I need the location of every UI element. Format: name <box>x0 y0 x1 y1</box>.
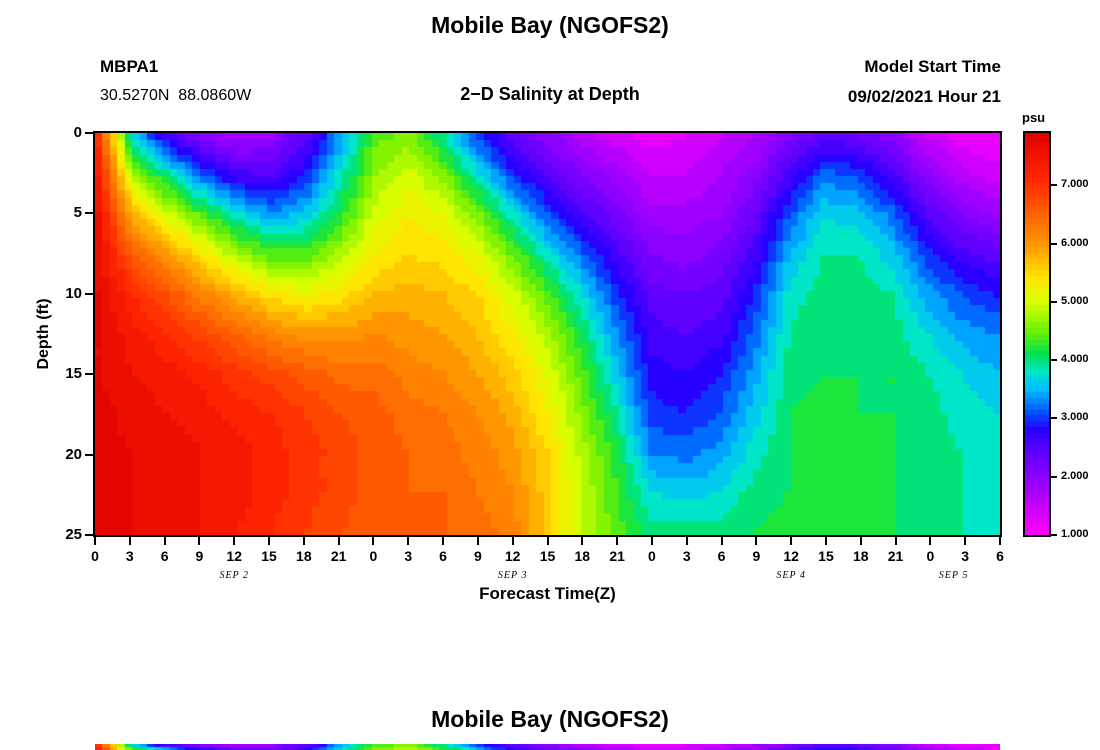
x-tick-mark <box>929 537 932 545</box>
x-tick-label: 12 <box>783 548 799 564</box>
x-tick-label: 3 <box>125 548 134 564</box>
x-tick-mark <box>198 537 201 545</box>
x-tick-label: 9 <box>195 548 204 564</box>
x-tick-mark <box>824 537 827 545</box>
x-tick-label: 6 <box>717 548 726 564</box>
station-coordinates: 30.5270N 88.0860W <box>100 87 252 104</box>
x-tick-label: 21 <box>330 548 347 564</box>
x-tick-label: 9 <box>473 548 482 564</box>
x-tick-mark <box>755 537 758 545</box>
x-tick-label: 0 <box>369 548 378 564</box>
x-tick-mark <box>720 537 723 545</box>
y-tick-label: 5 <box>73 204 82 222</box>
x-tick-mark <box>964 537 967 545</box>
x-tick-label: 6 <box>996 548 1004 564</box>
y-tick-mark <box>85 132 93 134</box>
station-id: MBPA1 <box>100 57 159 76</box>
x-tick-label: 15 <box>261 548 277 564</box>
model-start-time-value: 09/02/2021 Hour 21 <box>847 87 1001 106</box>
next-chart-top-sliver <box>95 744 1000 750</box>
y-axis-label: Depth (ft) <box>35 298 52 370</box>
x-tick-mark <box>163 537 166 545</box>
x-tick-mark <box>616 537 619 545</box>
x-tick-label: 3 <box>961 548 970 564</box>
model-start-time-label: Model Start Time <box>864 57 1001 76</box>
x-tick-label: 3 <box>682 548 691 564</box>
x-axis-label: Forecast Time(Z) <box>479 584 616 603</box>
x-tick-mark <box>268 537 271 545</box>
colorbar-tick-mark <box>1051 417 1057 420</box>
x-axis-day-label: SEP 3 <box>497 570 528 581</box>
x-tick-label: 6 <box>160 548 169 564</box>
colorbar-tick-label: 3.000 <box>1061 411 1089 424</box>
x-tick-mark <box>790 537 793 545</box>
y-tick-mark <box>85 212 93 215</box>
x-tick-label: 9 <box>752 548 761 564</box>
x-tick-mark <box>511 537 514 545</box>
x-tick-label: 6 <box>439 548 447 564</box>
colorbar-tick-label: 6.000 <box>1061 236 1089 249</box>
x-tick-mark <box>94 537 96 545</box>
y-tick-mark <box>85 534 93 536</box>
x-axis-day-label: SEP 2 <box>219 570 249 581</box>
x-tick-mark <box>999 537 1001 545</box>
colorbar-tick-label: 7.000 <box>1061 178 1089 191</box>
x-tick-mark <box>442 537 445 545</box>
y-tick-mark <box>85 453 93 456</box>
x-axis-day-label: SEP 5 <box>938 570 969 581</box>
colorbar-tick-label: 2.000 <box>1061 469 1089 482</box>
x-tick-mark <box>128 537 131 545</box>
x-tick-mark <box>685 537 688 545</box>
x-tick-mark <box>650 537 653 545</box>
x-tick-mark <box>407 537 410 545</box>
x-tick-label: 18 <box>852 548 869 564</box>
x-tick-label: 18 <box>574 548 591 564</box>
y-tick-mark <box>85 373 93 376</box>
colorbar <box>1025 133 1049 535</box>
y-tick-mark <box>85 292 93 295</box>
x-tick-mark <box>233 537 236 545</box>
x-tick-mark <box>372 537 375 545</box>
x-tick-label: 15 <box>818 548 834 564</box>
chart-title: Mobile Bay (NGOFS2) <box>431 12 669 38</box>
x-tick-label: 3 <box>404 548 413 564</box>
colorbar-unit-label: psu <box>1022 110 1046 125</box>
x-tick-label: 0 <box>926 548 935 564</box>
x-tick-label: 15 <box>539 548 556 564</box>
y-tick-label: 15 <box>65 365 82 383</box>
colorbar-tick-mark <box>1051 184 1057 187</box>
x-axis-day-label: SEP 4 <box>776 570 806 581</box>
colorbar-tick-mark <box>1051 475 1057 478</box>
colorbar-tick-label: 4.000 <box>1061 353 1089 366</box>
next-chart-title: Mobile Bay (NGOFS2) <box>431 706 669 732</box>
x-tick-label: 0 <box>648 548 656 564</box>
y-tick-label: 10 <box>65 284 82 302</box>
x-tick-mark <box>302 537 305 545</box>
salinity-heatmap <box>95 133 1000 535</box>
colorbar-tick-mark <box>1051 242 1057 245</box>
x-tick-mark <box>546 537 549 545</box>
colorbar-tick-mark <box>1051 300 1057 303</box>
x-tick-mark <box>894 537 897 545</box>
x-tick-label: 21 <box>887 548 904 564</box>
x-tick-label: 12 <box>226 548 242 564</box>
y-tick-label: 25 <box>65 526 82 543</box>
colorbar-tick-label: 5.000 <box>1061 294 1089 307</box>
colorbar-tick-label: 1.000 <box>1061 528 1089 540</box>
x-tick-label: 21 <box>609 548 625 564</box>
colorbar-tick-mark <box>1051 359 1057 362</box>
x-tick-mark <box>476 537 479 545</box>
x-tick-label: 0 <box>91 548 99 564</box>
x-tick-label: 18 <box>296 548 312 564</box>
y-tick-label: 20 <box>65 445 82 463</box>
x-tick-mark <box>337 537 340 545</box>
x-tick-mark <box>581 537 584 545</box>
chart-subtitle: 2−D Salinity at Depth <box>460 84 640 104</box>
x-tick-label: 12 <box>504 548 521 564</box>
y-tick-label: 0 <box>73 124 82 141</box>
x-tick-mark <box>859 537 862 545</box>
colorbar-tick-mark <box>1051 534 1057 536</box>
